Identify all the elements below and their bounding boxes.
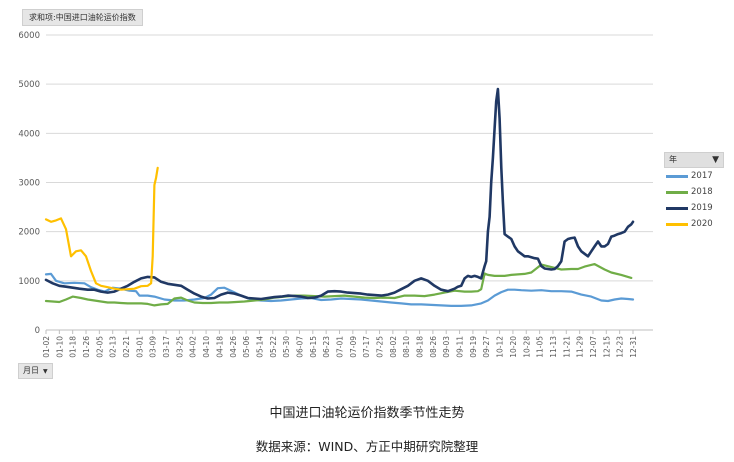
- legend-item-2020: 2020: [664, 216, 724, 232]
- x-axis-ticks: 01-02 01-10 01-18 01-26 02-05 02-13 02-21 03-01…: [42, 330, 638, 358]
- month-field-filter-button[interactable]: 月日 ▼: [18, 363, 53, 379]
- x-tick-label: 08-02: [389, 336, 398, 358]
- x-tick-label: 01-02: [42, 336, 51, 358]
- x-tick-label: 12-23: [616, 336, 625, 358]
- x-tick-label: 10-28: [522, 336, 531, 358]
- legend-item-2017: 2017: [664, 168, 724, 184]
- legend-label: 2017: [691, 171, 713, 181]
- series-line-2018: [44, 263, 633, 307]
- x-tick-label: 11-05: [536, 336, 545, 358]
- x-tick-label: 07-17: [362, 336, 371, 358]
- x-tick-label: 05-30: [282, 336, 291, 358]
- x-tick-label: 07-01: [335, 336, 344, 358]
- x-tick-label: 12-07: [589, 336, 598, 358]
- x-tick-label: 08-18: [416, 336, 425, 358]
- x-tick-label: 01-26: [82, 336, 91, 358]
- y-tick-label: 1000: [18, 277, 40, 287]
- x-tick-label: 11-21: [562, 336, 571, 358]
- x-tick-label: 04-02: [189, 336, 198, 358]
- x-tick-label: 07-25: [376, 336, 385, 358]
- x-tick-label: 08-26: [429, 336, 438, 358]
- dropdown-arrow-icon: ▼: [43, 368, 48, 375]
- legend-label: 2019: [691, 203, 713, 213]
- series-line-2017: [44, 272, 635, 307]
- filter-icon[interactable]: ▼: [712, 155, 719, 165]
- x-tick-label: 03-09: [149, 336, 158, 358]
- legend-swatch: [666, 207, 688, 210]
- x-tick-label: 10-20: [509, 336, 518, 358]
- x-tick-label: 03-25: [175, 336, 184, 358]
- legend-swatch: [666, 175, 688, 178]
- y-tick-label: 5000: [18, 80, 40, 90]
- x-tick-label: 05-14: [255, 336, 264, 358]
- y-tick-label: 4000: [18, 129, 40, 139]
- x-tick-label: 07-09: [349, 336, 358, 358]
- x-tick-label: 05-06: [242, 336, 251, 358]
- legend-swatch: [666, 191, 688, 194]
- x-tick-label: 06-23: [322, 336, 331, 358]
- x-tick-label: 10-12: [496, 336, 505, 358]
- x-tick-label: 04-10: [202, 336, 211, 358]
- x-tick-label: 09-19: [469, 336, 478, 358]
- x-tick-label: 12-31: [629, 336, 638, 358]
- month-field-label: 月日: [23, 366, 39, 375]
- x-tick-label: 12-15: [602, 336, 611, 358]
- legend-header-label: 年: [669, 155, 677, 164]
- x-tick-label: 06-15: [309, 336, 318, 358]
- x-tick-label: 11-29: [576, 336, 585, 358]
- chart-caption-source: 数据来源：WIND、方正中期研究院整理: [255, 439, 479, 454]
- x-tick-label: 08-10: [402, 336, 411, 358]
- x-tick-label: 02-13: [109, 336, 118, 358]
- legend-header[interactable]: 年 ▼: [664, 152, 724, 168]
- pivot-value-field-button[interactable]: 求和项:中国进口油轮运价指数: [22, 9, 143, 26]
- y-axis-ticks: 0 1000 2000 3000 4000 5000 6000: [18, 31, 40, 336]
- y-tick-label: 2000: [18, 228, 40, 238]
- y-tick-label: 0: [35, 326, 40, 336]
- x-tick-label: 09-03: [442, 336, 451, 358]
- x-tick-label: 03-01: [135, 336, 144, 358]
- x-tick-label: 11-13: [549, 336, 558, 358]
- x-tick-label: 02-21: [122, 336, 131, 358]
- x-tick-label: 04-26: [229, 336, 238, 358]
- x-tick-label: 05-22: [269, 336, 278, 358]
- x-tick-label: 09-27: [482, 336, 491, 358]
- legend-items: 2017 2018 2019 2020: [664, 168, 724, 232]
- chart-caption-title: 中国进口油轮运价指数季节性走势: [269, 406, 465, 421]
- x-tick-label: 01-10: [55, 336, 64, 358]
- legend-label: 2018: [691, 187, 713, 197]
- x-tick-label: 09-11: [456, 336, 465, 358]
- legend-item-2019: 2019: [664, 200, 724, 216]
- y-tick-label: 3000: [18, 179, 40, 189]
- legend-label: 2020: [691, 219, 713, 229]
- gridlines: [46, 34, 653, 331]
- series-lines: [44, 87, 635, 307]
- series-line-2019: [44, 87, 635, 301]
- y-tick-label: 6000: [18, 31, 40, 41]
- legend-item-2018: 2018: [664, 184, 724, 200]
- series-line-2020: [44, 166, 159, 291]
- x-tick-label: 03-17: [162, 336, 171, 358]
- legend-swatch: [666, 223, 688, 226]
- x-tick-label: 01-18: [69, 336, 78, 358]
- legend: 年 ▼ 2017 2018 2019 2020: [664, 152, 724, 232]
- x-tick-label: 02-05: [95, 336, 104, 358]
- x-tick-label: 06-07: [295, 336, 304, 358]
- x-tick-label: 04-18: [215, 336, 224, 358]
